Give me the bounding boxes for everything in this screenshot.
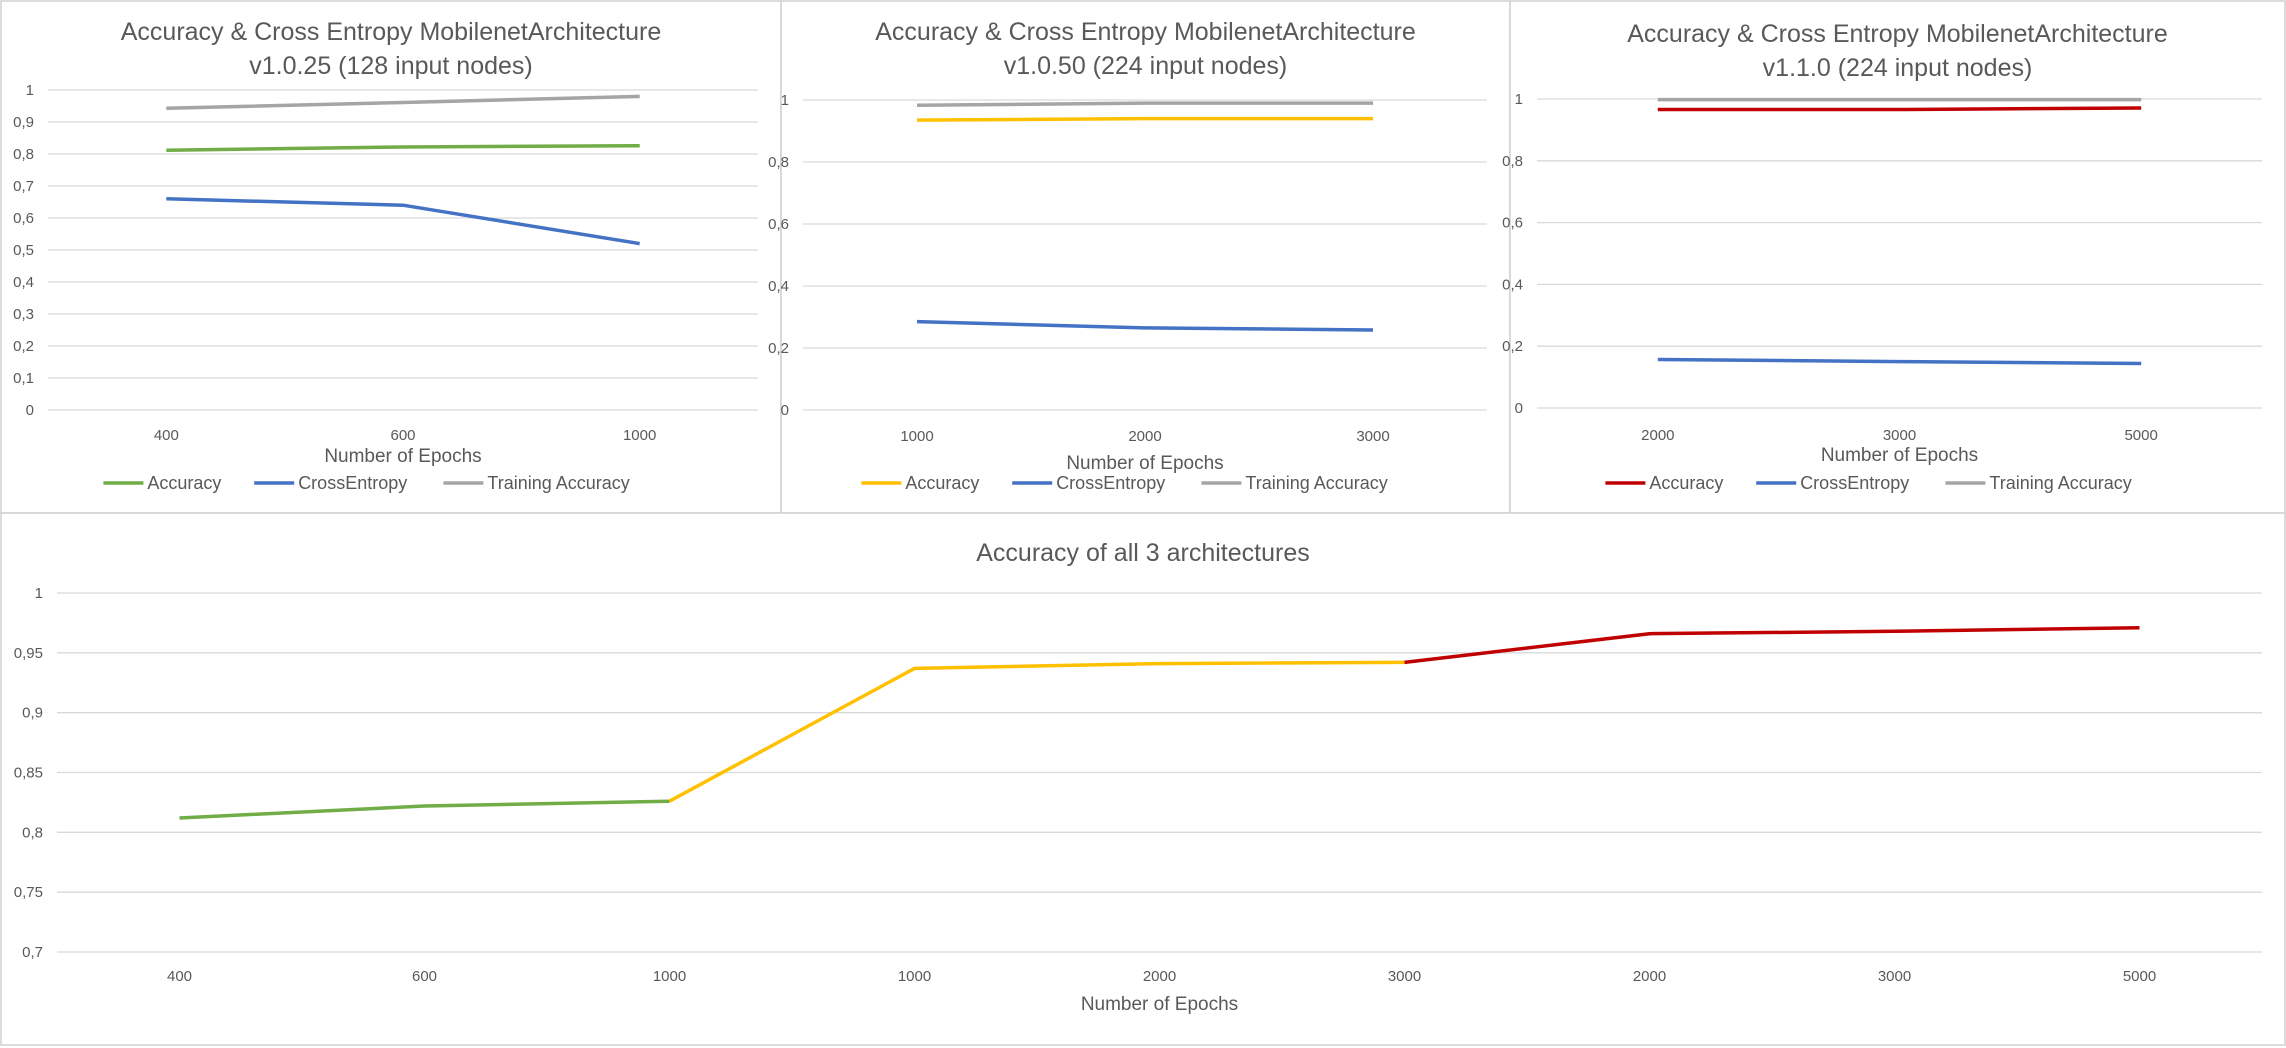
chart-title-line: Accuracy & Cross Entropy MobilenetArchit…: [1627, 20, 2168, 48]
series-line-training-accuracy: [166, 94, 640, 110]
y-tick-label: 0,6: [13, 210, 34, 227]
chart-panel: [780, 0, 1511, 514]
x-tick-label: 3000: [1878, 968, 1911, 985]
chart-panel: [0, 0, 782, 514]
y-tick-label: 0,4: [13, 274, 34, 291]
series-line-crossentropy: [166, 197, 640, 246]
y-tick-label: 0: [26, 402, 34, 419]
y-tick-label: 0,8: [1502, 153, 1523, 170]
chart-2: Accuracy & Cross Entropy MobilenetArchit…: [768, 0, 1511, 514]
y-tick-label: 0,2: [768, 340, 789, 357]
x-axis-label: Number of Epochs: [1081, 994, 1238, 1015]
y-tick-label: 0,8: [768, 154, 789, 171]
x-tick-label: 3000: [1388, 968, 1421, 985]
y-tick-label: 0,4: [1502, 276, 1523, 293]
chart-title-line: v1.1.0 (224 input nodes): [1763, 54, 2033, 82]
x-tick-label: 2000: [1633, 968, 1666, 985]
chart-panel: [1509, 0, 2286, 514]
x-tick-label: 5000: [2123, 968, 2156, 985]
x-tick-label: 600: [412, 968, 437, 985]
x-axis-label: Number of Epochs: [1066, 453, 1223, 474]
y-tick-label: 0: [781, 402, 789, 419]
y-tick-label: 0,9: [13, 114, 34, 131]
y-tick-label: 1: [35, 585, 43, 602]
chart-title-line: v1.0.25 (128 input nodes): [249, 52, 533, 80]
chart-panel: [0, 512, 2286, 1046]
legend-item: CrossEntropy: [254, 473, 407, 493]
legend-label: Accuracy: [147, 473, 221, 493]
legend-item: Accuracy: [103, 473, 221, 493]
y-tick-label: 1: [1515, 91, 1523, 108]
x-tick-label: 3000: [1883, 427, 1916, 444]
chart-1: Accuracy & Cross Entropy MobilenetArchit…: [0, 0, 782, 514]
y-tick-label: 0,75: [14, 884, 43, 901]
legend-label: Accuracy: [1649, 473, 1723, 493]
legend-item: Accuracy: [861, 473, 979, 493]
x-tick-label: 2000: [1641, 427, 1674, 444]
x-tick-label: 400: [154, 427, 179, 444]
legend-item: CrossEntropy: [1756, 473, 1909, 493]
y-tick-label: 0,5: [13, 242, 34, 259]
x-tick-label: 1000: [653, 968, 686, 985]
y-tick-label: 0,95: [14, 645, 43, 662]
series-line-crossentropy: [1657, 357, 2142, 366]
y-tick-label: 0,2: [13, 338, 34, 355]
chart-title-line: Accuracy of all 3 architectures: [976, 539, 1309, 567]
x-tick-label: 1000: [623, 427, 656, 444]
series-line-accuracy: [1657, 106, 2142, 112]
x-tick-label: 3000: [1356, 428, 1389, 445]
y-tick-label: 0: [1515, 400, 1523, 417]
x-tick-label: 2000: [1128, 428, 1161, 445]
legend-item: Accuracy: [1605, 473, 1723, 493]
legend-label: Training Accuracy: [487, 473, 629, 493]
y-tick-label: 0,85: [14, 765, 43, 782]
legend-item: Training Accuracy: [443, 473, 630, 493]
x-axis-label: Number of Epochs: [324, 446, 481, 467]
x-axis-label: Number of Epochs: [1821, 445, 1978, 466]
chart-title-line: v1.0.50 (224 input nodes): [1004, 52, 1288, 80]
series-line-training-accuracy: [916, 101, 1373, 108]
series-line-accuracy: [166, 143, 640, 152]
x-tick-label: 2000: [1143, 968, 1176, 985]
y-tick-label: 0,1: [13, 370, 34, 387]
y-tick-label: 0,6: [1502, 215, 1523, 232]
x-tick-label: 1000: [898, 968, 931, 985]
y-tick-label: 0,4: [768, 278, 789, 295]
legend-label: CrossEntropy: [298, 473, 407, 493]
legend-item: Training Accuracy: [1201, 473, 1388, 493]
y-tick-label: 0,7: [22, 944, 43, 961]
y-tick-label: 0,6: [768, 216, 789, 233]
chart-title-line: Accuracy & Cross Entropy MobilenetArchit…: [121, 18, 662, 46]
legend-label: CrossEntropy: [1800, 473, 1909, 493]
y-tick-label: 0,9: [22, 705, 43, 722]
legend-label: Training Accuracy: [1989, 473, 2131, 493]
chart-3: Accuracy & Cross Entropy MobilenetArchit…: [1502, 0, 2286, 514]
series-line-accuracy: [916, 116, 1373, 122]
series-line-segment-3: [1404, 625, 2140, 665]
y-tick-label: 1: [781, 92, 789, 109]
legend-item: CrossEntropy: [1012, 473, 1165, 493]
legend-label: Accuracy: [905, 473, 979, 493]
x-tick-label: 600: [390, 427, 415, 444]
y-tick-label: 1: [26, 82, 34, 99]
legend-item: Training Accuracy: [1945, 473, 2132, 493]
chart-4: Accuracy of all 3 architectures 0,7 0,75 0,…: [0, 512, 2286, 1046]
chart-title-line: Accuracy & Cross Entropy MobilenetArchit…: [875, 18, 1416, 46]
series-line-segment-1: [179, 799, 670, 820]
y-tick-label: 0,2: [1502, 338, 1523, 355]
y-tick-label: 0,7: [13, 178, 34, 195]
x-tick-label: 5000: [2124, 427, 2157, 444]
legend-label: CrossEntropy: [1056, 473, 1165, 493]
x-tick-label: 400: [167, 968, 192, 985]
series-line-segment-2: [668, 660, 1405, 803]
y-tick-label: 0,3: [13, 306, 34, 323]
y-tick-label: 0,8: [13, 146, 34, 163]
legend-label: Training Accuracy: [1245, 473, 1387, 493]
x-tick-label: 1000: [900, 428, 933, 445]
y-tick-label: 0,8: [22, 824, 43, 841]
series-line-crossentropy: [916, 319, 1374, 332]
